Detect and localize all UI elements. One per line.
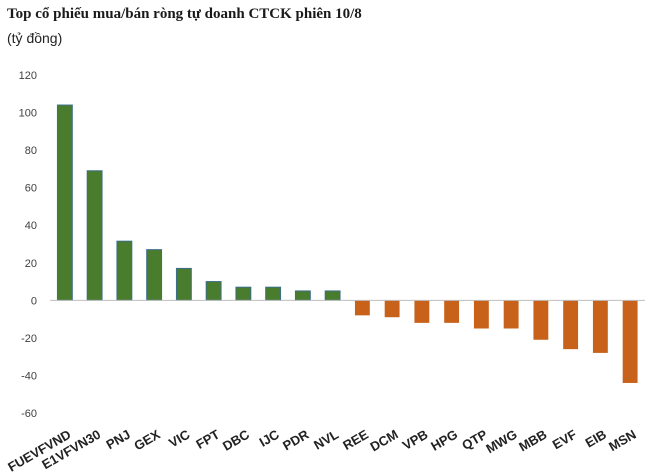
x-tick-label: GEX xyxy=(131,426,163,453)
y-tick-label: 20 xyxy=(25,258,37,270)
x-tick-label: REE xyxy=(340,426,371,453)
x-tick-label: EIB xyxy=(583,427,609,451)
y-tick-label: 40 xyxy=(25,220,37,232)
x-tick-label: MSN xyxy=(606,427,639,454)
x-tick-label: EVF xyxy=(550,427,579,453)
y-tick-label: 120 xyxy=(19,70,37,82)
y-tick-label: -20 xyxy=(21,333,37,345)
bar-fuevfvnd xyxy=(56,104,73,301)
bar-mwg xyxy=(503,300,519,329)
y-tick-label: -60 xyxy=(21,408,37,420)
y-tick-label: 100 xyxy=(19,108,37,120)
x-tick-label: VIC xyxy=(166,426,193,450)
x-tick-label: DCM xyxy=(367,427,400,455)
bar-gex xyxy=(146,249,163,301)
y-tick-label: 60 xyxy=(25,183,37,195)
x-tick-label: FPT xyxy=(193,427,222,452)
bar-mbb xyxy=(533,300,549,340)
bar-ree xyxy=(354,300,370,316)
x-tick-label: PNJ xyxy=(103,427,132,453)
bar-hpg xyxy=(444,300,460,323)
y-tick-label: 80 xyxy=(25,145,37,157)
bar-ijc xyxy=(265,286,282,301)
x-tick-label: DBC xyxy=(220,426,252,453)
bar-dcm xyxy=(384,300,400,318)
bar-vic xyxy=(175,267,192,301)
x-tick-label: PDR xyxy=(280,426,312,453)
bar-fpt xyxy=(205,281,222,301)
bar-qtp xyxy=(473,300,489,329)
bar-evf xyxy=(563,300,579,350)
y-tick-label: 0 xyxy=(31,295,37,307)
x-tick-label: VPB xyxy=(400,427,431,453)
bar-e1vfvn30 xyxy=(86,170,103,301)
x-tick-label: HPG xyxy=(428,427,460,454)
bar-nvl xyxy=(324,290,341,301)
bar-msn xyxy=(622,300,638,383)
chart-title: Top cổ phiếu mua/bán ròng tự doanh CTCK … xyxy=(7,6,362,22)
bar-dbc xyxy=(235,286,252,301)
bar-eib xyxy=(592,300,608,353)
y-tick-label: -40 xyxy=(21,370,37,382)
x-tick-label: QTP xyxy=(459,426,490,453)
chart-subtitle: (tỷ đồng) xyxy=(7,30,63,46)
bar-vpb xyxy=(414,300,430,323)
bar-pnj xyxy=(116,240,133,301)
bar-pdr xyxy=(294,290,311,301)
x-tick-label: MWG xyxy=(483,427,519,457)
x-tick-label: MBB xyxy=(516,427,549,455)
x-tick-label: IJC xyxy=(257,426,283,449)
x-tick-label: NVL xyxy=(311,427,341,453)
